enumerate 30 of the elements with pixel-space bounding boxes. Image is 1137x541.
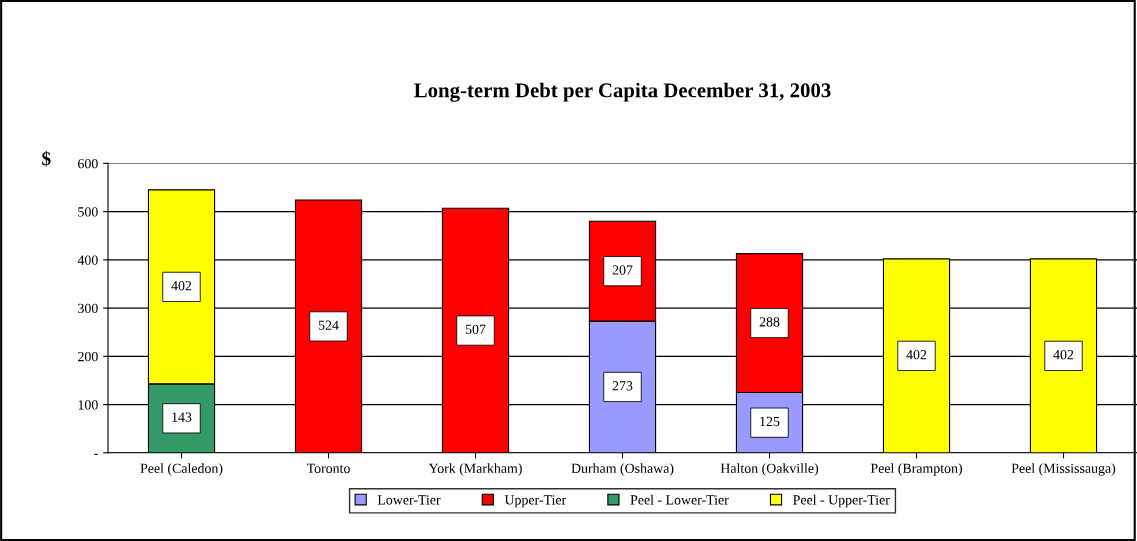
legend-label: Peel - Lower-Tier [630, 494, 729, 505]
data-label: 402 [171, 280, 192, 291]
chart-title: Long-term Debt per Capita December 31, 2003 [414, 82, 831, 102]
legend-label: Peel - Upper-Tier [793, 494, 890, 508]
y-tick-label: 400 [77, 255, 98, 265]
data-label: 288 [759, 317, 780, 327]
x-tick-label: Halton (Oakville) [720, 463, 819, 476]
x-tick-label: Toronto [306, 463, 350, 474]
y-axis-title: $ [42, 150, 51, 167]
y-tick-label: 100 [78, 400, 98, 410]
data-label: 507 [465, 324, 486, 335]
data-label: 524 [318, 320, 339, 330]
legend-label: Lower-Tier [377, 495, 441, 505]
y-tick-label: - [94, 453, 98, 455]
x-tick-label: Peel (Mississauga) [1011, 463, 1116, 476]
data-label: 207 [612, 265, 633, 275]
legend-label: Upper-Tier [504, 495, 567, 508]
y-tick-label: 300 [78, 303, 98, 314]
y-tick-label: 200 [78, 351, 98, 362]
data-label: 402 [1053, 349, 1074, 360]
y-tick-label: 500 [78, 207, 98, 217]
x-tick-label: Durham (Oshawa) [571, 463, 674, 476]
data-label: 125 [760, 416, 780, 427]
x-tick-label: York (Markham) [428, 463, 522, 476]
data-label: 402 [906, 349, 927, 360]
data-label: 273 [612, 381, 633, 391]
x-tick-label: Peel (Caledon) [140, 463, 223, 476]
y-tick-label: 600 [78, 158, 98, 169]
x-tick-label: Peel (Brampton) [870, 463, 962, 476]
data-label: 143 [172, 412, 192, 422]
